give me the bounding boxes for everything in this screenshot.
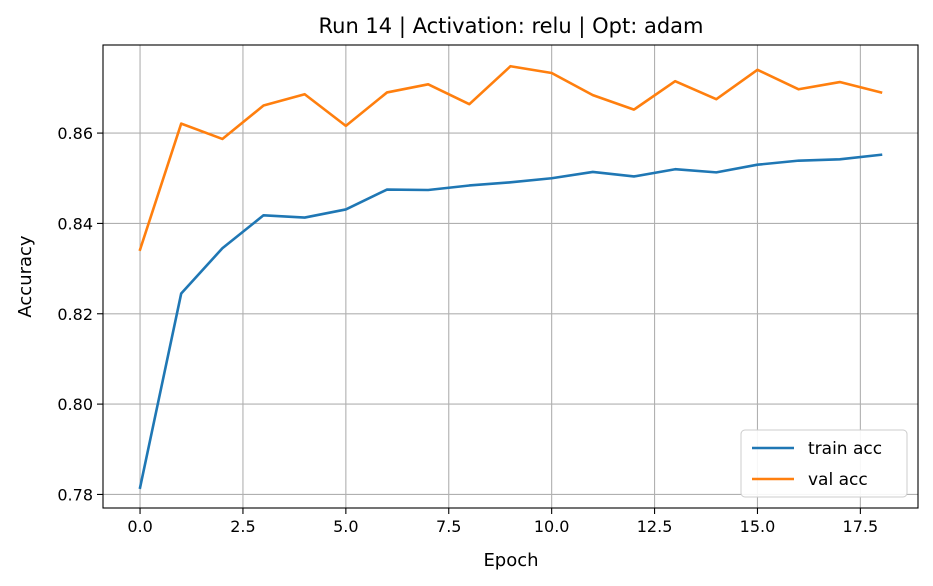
series-lines: [138, 64, 883, 490]
x-tick-label: 17.5: [843, 517, 879, 536]
x-axis-label: Epoch: [483, 550, 538, 571]
axis-ticks: 0.0 2.5 5.0 7.5 10.0 12.5 15.0 17.5 0.78 0.80 0.82…: [57, 124, 878, 536]
chart-title: Run 14 | Activation: relu | Opt: adam: [318, 14, 703, 39]
y-tick-label: 0.84: [57, 214, 93, 233]
grid: [103, 45, 918, 508]
y-tick-label: 0.78: [57, 485, 93, 504]
y-tick-label: 0.80: [57, 395, 93, 414]
x-tick-label: 12.5: [637, 517, 673, 536]
x-tick-label: 7.5: [436, 517, 461, 536]
series-line-val-acc: [138, 64, 883, 252]
y-tick-label: 0.86: [57, 124, 93, 143]
legend: train acc val acc: [740, 429, 908, 498]
legend-label-val-acc: val acc: [808, 470, 868, 490]
legend-label-train-acc: train acc: [808, 439, 882, 459]
x-tick-label: 2.5: [230, 517, 255, 536]
x-tick-label: 10.0: [534, 517, 570, 536]
series-line-train-acc: [138, 153, 883, 490]
x-tick-label: 5.0: [333, 517, 358, 536]
y-tick-label: 0.82: [57, 305, 93, 324]
plot-area-frame: [102, 44, 919, 509]
x-tick-label: 0.0: [127, 517, 152, 536]
x-tick-label: 15.0: [740, 517, 776, 536]
y-axis-label: Accuracy: [15, 235, 36, 318]
